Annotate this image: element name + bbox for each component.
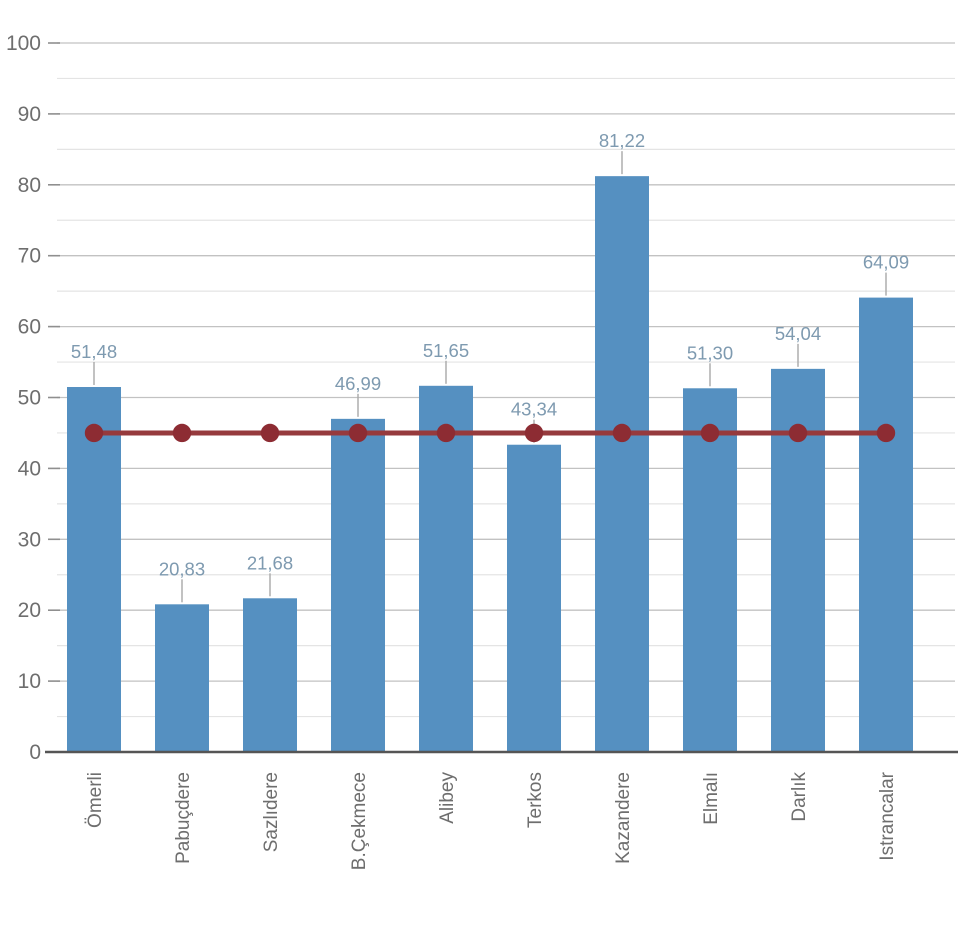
bar-1 bbox=[155, 604, 209, 752]
bar-3 bbox=[331, 418, 385, 752]
y-axis-tick-label: 60 bbox=[18, 316, 41, 339]
bar-0 bbox=[67, 387, 121, 752]
y-axis-tick-label: 90 bbox=[18, 103, 41, 126]
x-axis-category-label: Pabuçdere bbox=[173, 772, 194, 864]
bar-4 bbox=[419, 385, 473, 752]
threshold-line-marker bbox=[788, 423, 808, 443]
threshold-line-marker bbox=[172, 423, 192, 443]
threshold-line-marker bbox=[876, 423, 896, 443]
threshold-line-marker bbox=[348, 423, 368, 443]
data-label: 20,83 bbox=[159, 558, 205, 579]
threshold-line-marker bbox=[260, 423, 280, 443]
x-axis-category-label: Kazandere bbox=[613, 772, 634, 864]
y-axis-tick-label: 30 bbox=[18, 528, 41, 551]
y-axis-tick-label: 20 bbox=[18, 599, 41, 622]
threshold-line-marker bbox=[700, 423, 720, 443]
threshold-line-marker bbox=[436, 423, 456, 443]
y-axis-tick-label: 40 bbox=[18, 457, 41, 480]
data-label: 43,34 bbox=[511, 399, 557, 420]
bar-7 bbox=[683, 388, 737, 752]
threshold-line-marker bbox=[612, 423, 632, 443]
y-axis-tick-label: 50 bbox=[18, 387, 41, 410]
x-axis-category-label: Istrancalar bbox=[877, 771, 898, 860]
data-label: 51,65 bbox=[423, 340, 469, 361]
x-axis-category-label: Terkos bbox=[525, 772, 546, 828]
y-axis-tick-label: 70 bbox=[18, 245, 41, 268]
bar-9 bbox=[859, 297, 913, 752]
bar-6 bbox=[595, 176, 649, 752]
data-label: 51,48 bbox=[71, 341, 117, 362]
data-label: 46,99 bbox=[335, 373, 381, 394]
y-axis-tick-label: 80 bbox=[18, 174, 41, 197]
bar-2 bbox=[243, 598, 297, 752]
data-label: 64,09 bbox=[863, 252, 909, 273]
y-axis-tick-label: 100 bbox=[6, 32, 41, 55]
data-label: 81,22 bbox=[599, 130, 645, 151]
data-label: 51,30 bbox=[687, 342, 733, 363]
x-axis-category-label: Ömerli bbox=[85, 772, 106, 828]
y-axis-tick-label: 0 bbox=[29, 741, 41, 764]
x-axis-category-label: Darlık bbox=[789, 772, 810, 822]
threshold-line-marker bbox=[84, 423, 104, 443]
y-axis-tick-label: 10 bbox=[18, 670, 41, 693]
x-axis-category-label: Elmalı bbox=[701, 772, 722, 825]
data-label: 21,68 bbox=[247, 552, 293, 573]
data-label: 54,04 bbox=[775, 323, 821, 344]
x-axis-category-label: Alibey bbox=[437, 772, 458, 824]
x-axis-category-label: Sazlıdere bbox=[261, 772, 282, 852]
bar-5 bbox=[507, 444, 561, 752]
x-axis-category-label: B.Çekmece bbox=[349, 772, 370, 870]
threshold-line-marker bbox=[524, 423, 544, 443]
